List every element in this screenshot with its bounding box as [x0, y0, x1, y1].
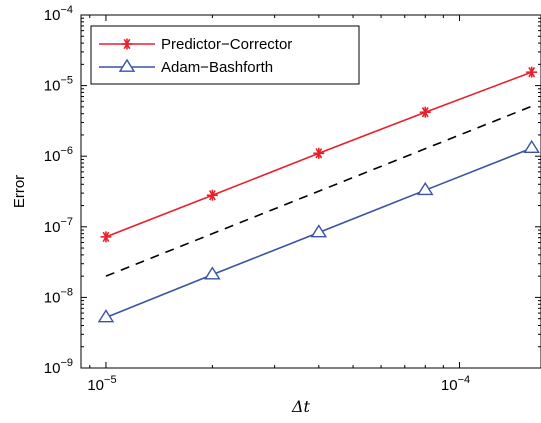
data-point-asterisk: [313, 147, 325, 159]
y-tick-label: 10−6: [44, 145, 73, 165]
legend: Predictor−Corrector Adam−Bashforth: [90, 25, 360, 85]
x-tick-label: 10−4: [441, 374, 470, 394]
y-axis-label: Error: [11, 175, 28, 208]
axes-box: [80, 14, 541, 369]
data-point-triangle: [416, 181, 434, 196]
tick-labels: 10−5 10−4 10−9 10−8 10−7 10−6 10−5 10−4: [44, 4, 470, 394]
legend-box: [90, 25, 360, 85]
data-point-triangle: [523, 139, 540, 154]
y-tick-label: 10−5: [44, 75, 73, 95]
series-layer: [97, 66, 540, 323]
legend-label: Predictor−Corrector: [161, 36, 292, 53]
legend-label: Adam−Bashforth: [161, 59, 273, 76]
y-tick-label: 10−4: [44, 4, 73, 24]
data-point-asterisk: [206, 189, 218, 201]
data-point-asterisk: [121, 38, 133, 50]
data-point-asterisk: [100, 231, 112, 243]
y-tick-label: 10−8: [44, 286, 73, 306]
y-tick-label: 10−7: [44, 216, 73, 236]
data-point-asterisk: [419, 106, 431, 118]
data-point-triangle: [97, 309, 115, 323]
y-tick-label: 10−9: [44, 357, 73, 377]
data-point-triangle: [310, 224, 328, 238]
data-point-asterisk: [526, 66, 538, 78]
x-tick-label: 10−5: [87, 374, 116, 394]
data-point-triangle: [204, 266, 221, 280]
data-point-triangle: [118, 58, 136, 72]
reference-slope-line: [105, 105, 532, 277]
x-axis-label: Δt: [291, 397, 311, 416]
